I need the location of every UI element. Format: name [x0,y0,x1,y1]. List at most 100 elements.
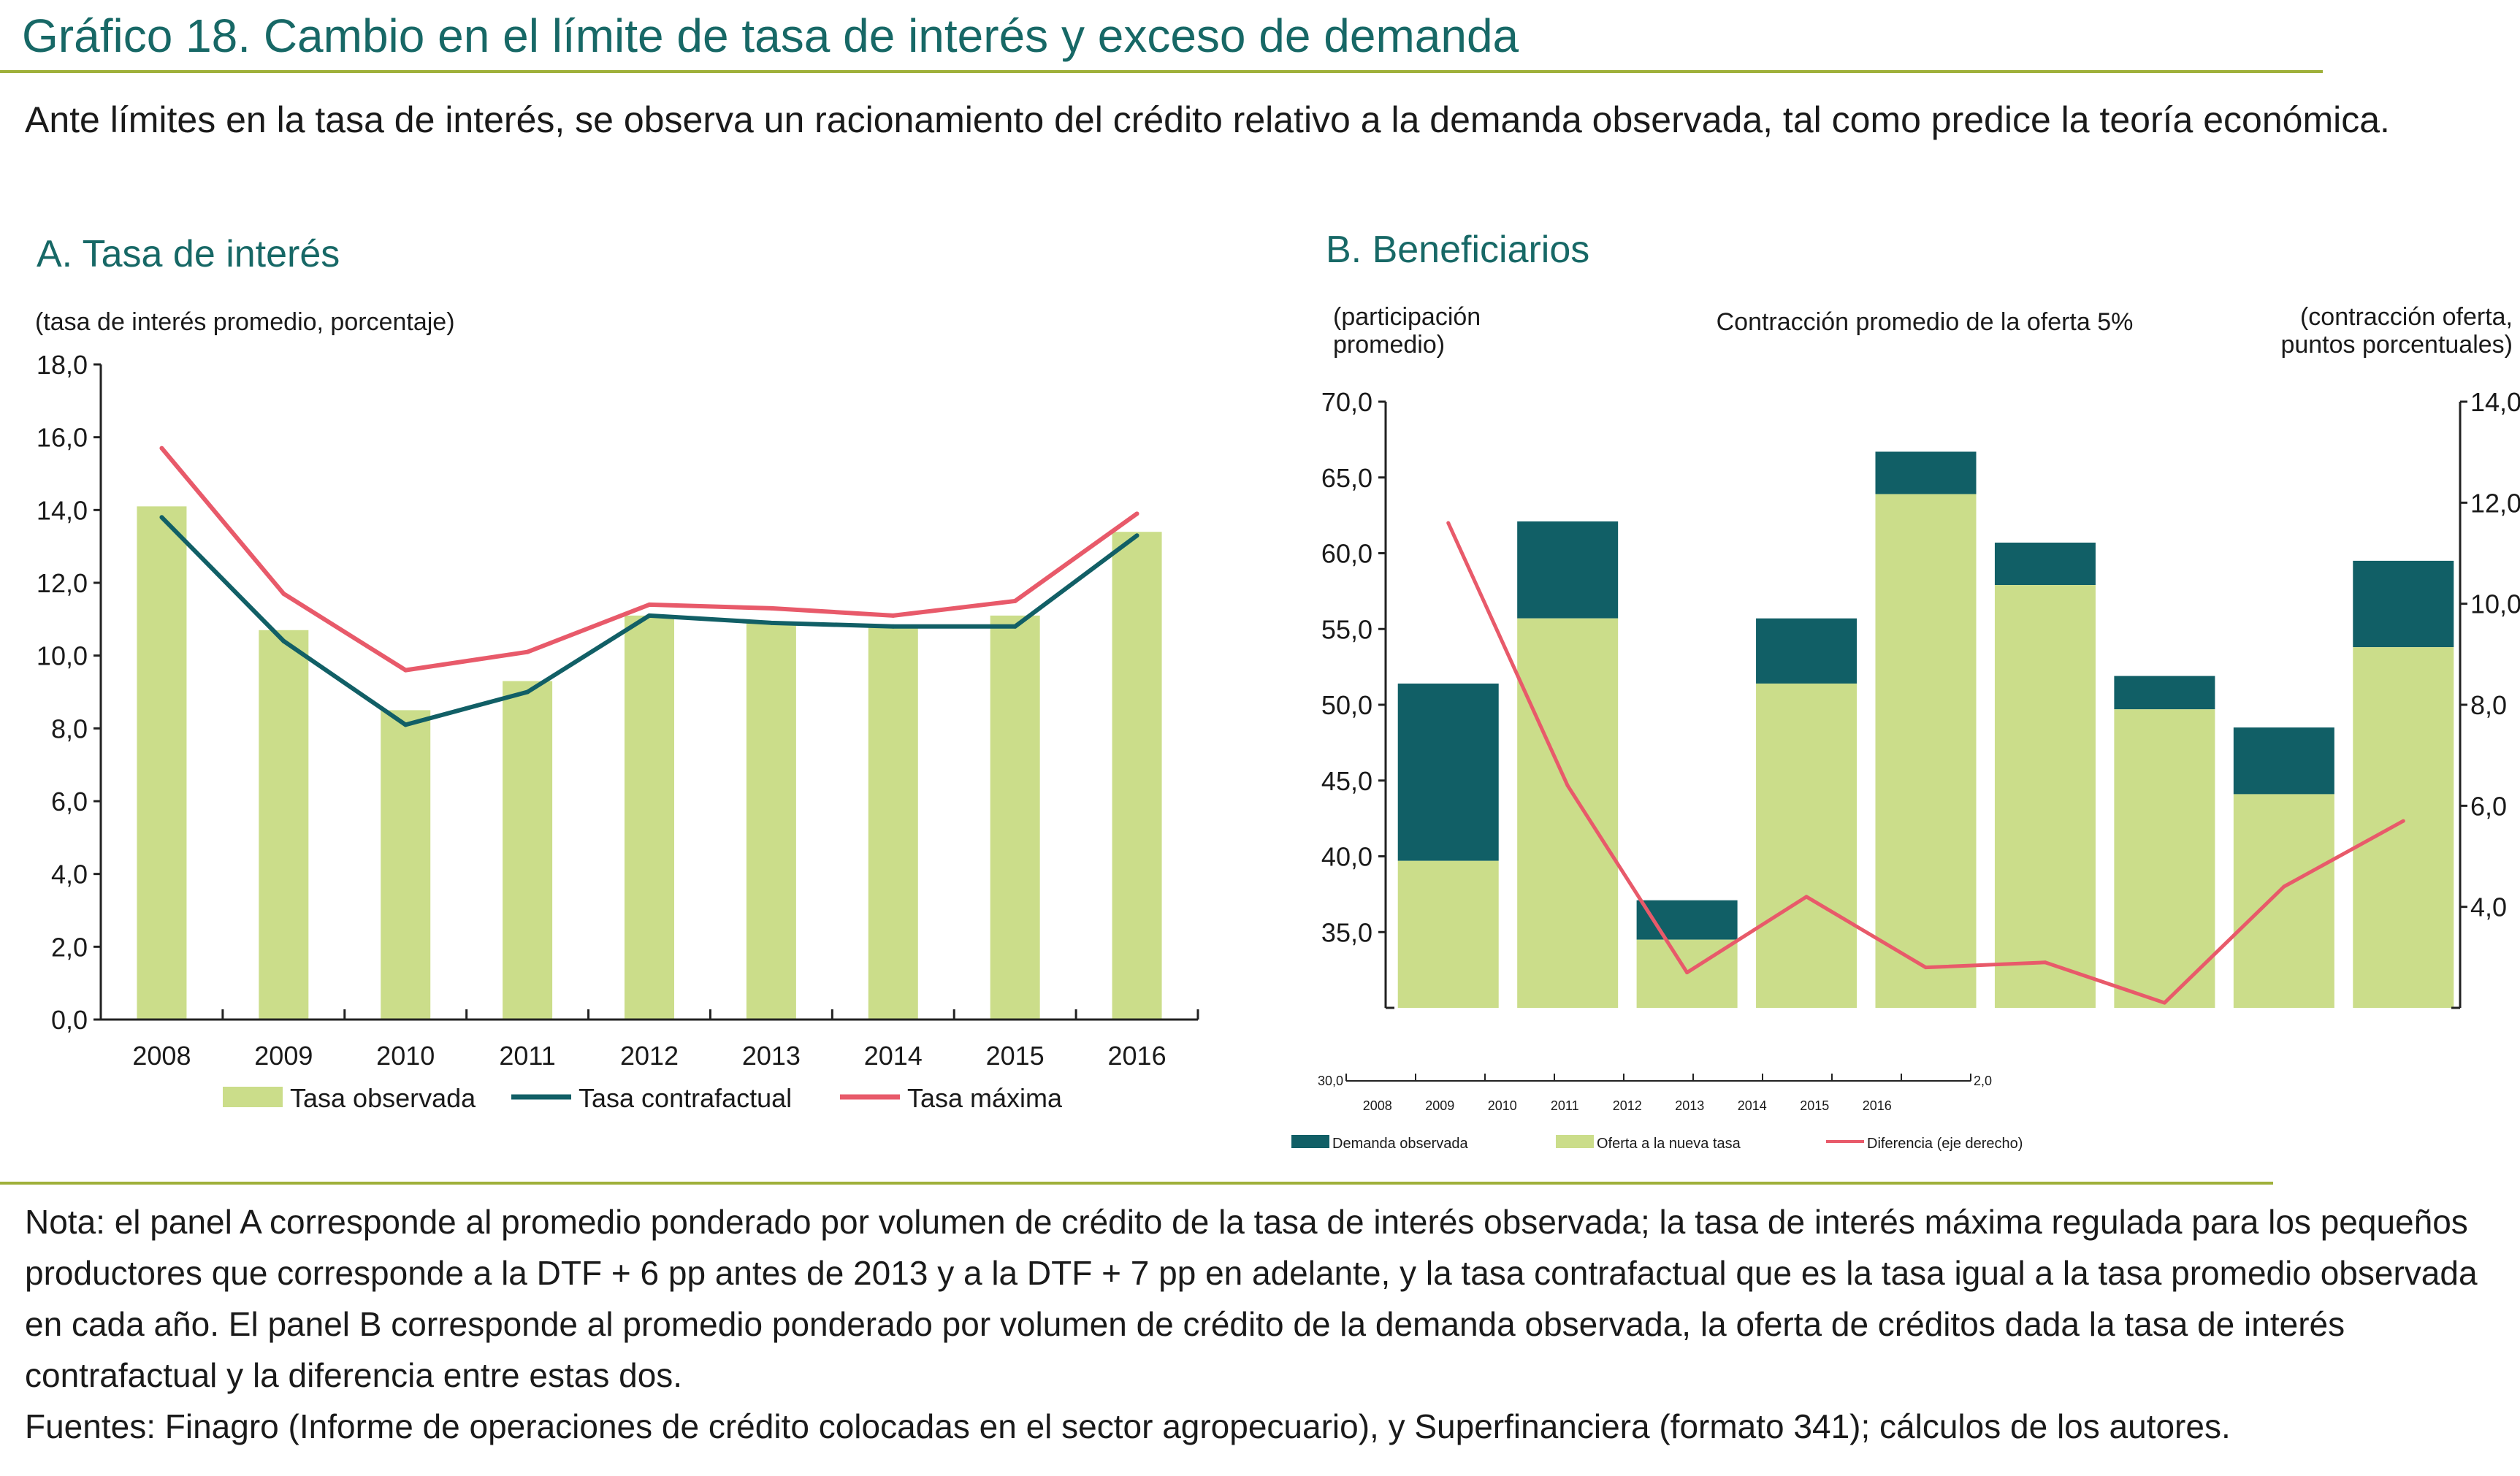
legend-label: Diferencia (eje derecho) [1867,1136,2023,1152]
x-tick-label: 2014 [864,1041,923,1071]
legend-label: Oferta a la nueva tasa [1597,1136,1741,1152]
y-tick-label-right: 8,0 [2470,690,2507,720]
bar-demanda-observada [2353,560,2454,648]
bar-tasa-observada [625,615,674,1020]
bar-tasa-observada [990,615,1040,1020]
bar-demanda-observada [1397,683,1499,861]
x-tick-label: 2015 [1800,1098,1829,1113]
bar-oferta-nueva-tasa [2353,647,2454,1008]
bar-oferta-nueva-tasa [2114,709,2215,1008]
point-tasa-maxima [281,591,286,596]
bar-tasa-observada [381,710,431,1020]
x-tick-label: 2010 [376,1041,435,1071]
legend-label: Tasa observada [290,1083,476,1113]
legend-label: Tasa contrafactual [579,1083,792,1113]
mini-axis-right-label: 2,0 [1974,1074,1992,1088]
y-tick-label-left: 40,0 [1321,842,1372,872]
bar-tasa-observada [259,630,309,1020]
y-tick-label: 2,0 [51,932,88,962]
legend-label: Tasa máxima [907,1083,1063,1113]
x-tick-label: 2013 [1675,1098,1704,1113]
bar-demanda-observada [1756,618,1857,684]
point-tasa-contrafactual [281,638,286,643]
x-tick-label: 2009 [254,1041,313,1071]
x-tick-label: 2012 [620,1041,679,1071]
panel-a-title: A. Tasa de interés [37,233,340,275]
point-diferencia [2401,819,2405,823]
point-tasa-contrafactual [1012,624,1017,629]
notes-divider [0,1182,2273,1185]
bar-oferta-nueva-tasa [1756,683,1857,1008]
point-tasa-maxima [1012,598,1017,603]
bar-oferta-nueva-tasa [2233,794,2334,1008]
y-tick-label: 16,0 [37,423,88,453]
x-tick-label: 2013 [742,1041,801,1071]
notes: Nota: el panel A corresponde al promedio… [25,1196,2494,1452]
y-tick-label-left: 35,0 [1321,917,1372,947]
y-tick-label: 4,0 [51,860,88,890]
y-tick-label-left: 50,0 [1321,690,1372,720]
point-tasa-maxima [647,602,652,607]
y-tick-label-left: 70,0 [1321,387,1372,417]
y-tick-label-left: 60,0 [1321,539,1372,569]
bar-tasa-observada [746,622,796,1020]
point-diferencia [1804,895,1809,899]
point-tasa-contrafactual [768,620,774,625]
bar-demanda-observada [2233,727,2334,795]
x-tick-label: 2015 [986,1041,1045,1071]
point-diferencia [1446,521,1451,525]
figure-subtitle: Ante límites en la tasa de interés, se o… [25,99,2390,140]
x-tick-label: 2012 [1613,1098,1642,1113]
y-tick-label: 12,0 [37,568,88,598]
x-tick-label: 2011 [1551,1098,1579,1113]
point-diferencia [1565,784,1570,788]
bar-demanda-observada [1875,451,1977,494]
bar-oferta-nueva-tasa [1397,860,1499,1008]
legend-swatch [1556,1135,1594,1148]
bar-oferta-nueva-tasa [1994,585,2096,1008]
legend-swatch [223,1087,283,1107]
chart-annotation: Contracción promedio de la oferta 5% [1717,308,2134,336]
y-tick-label: 6,0 [51,787,88,817]
legend-label: Demanda observada [1332,1136,1469,1152]
point-tasa-maxima [525,649,530,654]
y-axis-label-right: puntos porcentuales) [2280,331,2513,359]
y-tick-label-right: 6,0 [2470,791,2507,821]
point-tasa-contrafactual [1134,533,1139,538]
y-tick-label-right: 4,0 [2470,892,2507,922]
legend-swatch [1291,1135,1329,1148]
x-tick-label: 2014 [1738,1098,1767,1113]
y-tick-label-left: 65,0 [1321,463,1372,493]
x-tick-label: 2010 [1488,1098,1517,1113]
x-tick-label: 2011 [499,1041,555,1071]
x-tick-label: 2008 [1363,1098,1392,1113]
sources-text: Fuentes: Finagro (Informe de operaciones… [25,1407,2231,1445]
y-axis-label: (tasa de interés promedio, porcentaje) [35,308,455,336]
point-tasa-maxima [890,613,896,618]
panel-b-title: B. Beneficiarios [1326,229,1590,271]
point-tasa-contrafactual [403,722,408,727]
x-tick-label: 2016 [1863,1098,1892,1113]
bar-tasa-observada [1112,532,1162,1020]
y-tick-label: 14,0 [37,495,88,525]
y-tick-label: 10,0 [37,641,88,671]
point-diferencia [1685,971,1689,975]
point-tasa-contrafactual [647,613,652,618]
point-diferencia [2282,884,2286,889]
point-tasa-maxima [403,668,408,673]
bar-demanda-observada [1517,521,1619,619]
y-tick-label: 0,0 [51,1005,88,1035]
x-tick-label: 2009 [1425,1098,1454,1113]
x-tick-label: 2016 [1108,1041,1167,1071]
bar-oferta-nueva-tasa [1875,494,1977,1008]
y-tick-label-right: 12,0 [2470,488,2520,518]
point-diferencia [2043,960,2047,965]
point-tasa-maxima [1134,511,1139,516]
point-diferencia [2162,1001,2166,1005]
y-axis-label-left: (participación [1333,303,1481,331]
bar-tasa-observada [503,681,553,1020]
y-tick-label: 8,0 [51,714,88,743]
y-tick-label: 18,0 [37,350,88,380]
title-divider [0,70,2323,73]
